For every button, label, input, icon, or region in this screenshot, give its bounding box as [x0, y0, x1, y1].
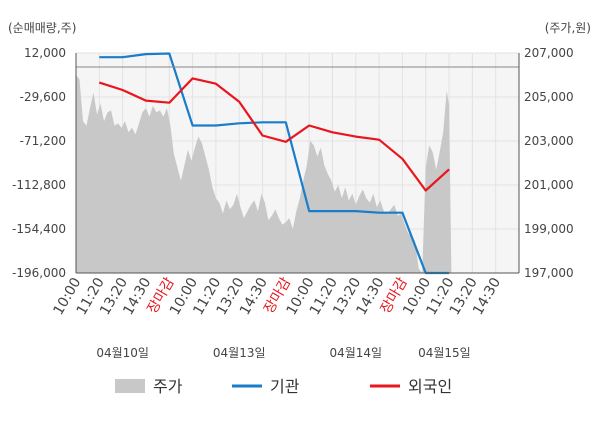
left-tick-label: -196,000: [12, 266, 66, 280]
legend-label: 기관: [270, 377, 300, 396]
date-label: 04월13일: [213, 346, 266, 360]
left-tick-label: -154,400: [12, 222, 66, 236]
right-tick-label: 205,000: [524, 90, 574, 104]
legend-label: 외국인: [408, 377, 452, 396]
series-line-외국인: [98, 77, 450, 192]
date-label: 04월10일: [96, 346, 149, 360]
left-axis-unit-label: (순매매량,주): [8, 21, 76, 35]
series-area-주가: [76, 75, 452, 273]
legend-swatch-area: [115, 379, 145, 393]
left-tick-label: -29,600: [20, 90, 66, 104]
date-label: 04월14일: [329, 346, 382, 360]
left-tick-label: 12,000: [24, 46, 66, 60]
legend-label: 주가: [153, 377, 183, 396]
series-line-기관: [99, 52, 450, 275]
right-tick-label: 201,000: [524, 178, 574, 192]
right-tick-label: 203,000: [524, 134, 574, 148]
right-tick-label: 199,000: [524, 222, 574, 236]
date-label: 04월15일: [418, 346, 471, 360]
right-axis-unit-label: (주가,원): [545, 21, 591, 35]
left-tick-label: -112,800: [12, 178, 66, 192]
right-tick-label: 197,000: [524, 266, 574, 280]
right-tick-label: 207,000: [524, 46, 574, 60]
left-tick-label: -71,200: [20, 134, 66, 148]
